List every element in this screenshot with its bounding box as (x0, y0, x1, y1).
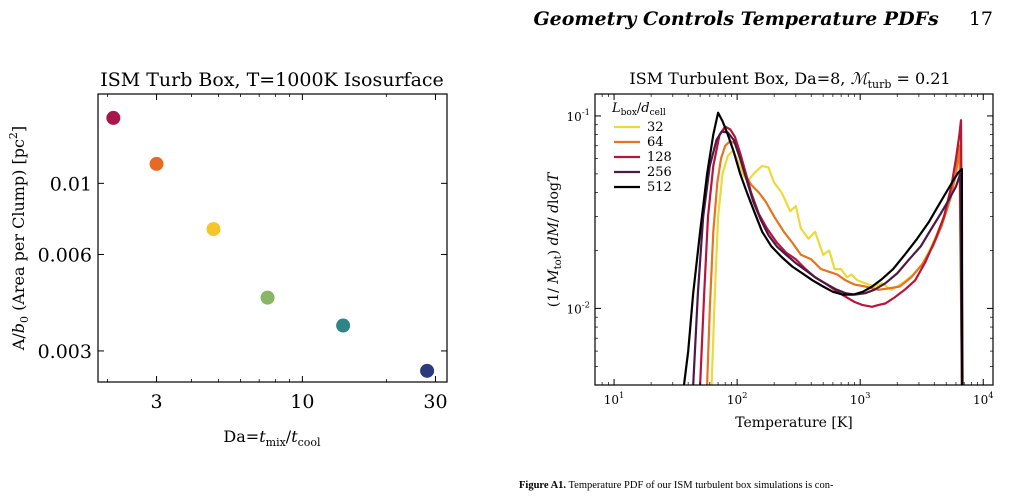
caption-label: Figure A1. (519, 480, 567, 491)
page-header: Geometry Controls Temperature PDFs 17 (533, 8, 993, 30)
pdf-ticks: 101 102 103 104 10-2 10-1 (567, 94, 994, 407)
scatter-point (149, 156, 164, 171)
scatter-point (106, 110, 121, 125)
scatter-point (260, 290, 275, 305)
pdf-ytick-label: 10-2 (567, 299, 590, 316)
scatter-ylabel: A/b0 (Area per Clump) [pc2] (7, 126, 31, 351)
scatter-point (420, 363, 435, 378)
scatter-xlabel: Da=tmix/tcool (223, 427, 321, 449)
pdf-panel: ISM Turbulent Box, Da=8, ℳturb = 0.21 10… (546, 69, 994, 431)
pdf-xtick-label: 102 (727, 390, 748, 407)
figure-caption: Figure A1. Temperature PDF of our ISM tu… (519, 480, 999, 491)
pdf-series-lines (682, 111, 964, 385)
caption-text: Temperature PDF of our ISM turbulent box… (568, 480, 834, 491)
pdf-plot-frame (594, 93, 994, 386)
scatter-points (106, 110, 435, 378)
pdf-series-line-512 (682, 111, 964, 385)
pdf-xtick-label: 104 (973, 390, 994, 407)
page-number: 17 (968, 8, 993, 30)
legend-entry-label: 32 (647, 120, 664, 135)
legend-entry-label: 64 (647, 135, 664, 150)
scatter-ticks: 3 10 30 0.003 0.006 0.01 (38, 94, 448, 413)
scatter-plot-frame (97, 93, 448, 383)
pdf-xtick-label: 101 (604, 390, 625, 407)
pdf-xlabel: Temperature [K] (735, 415, 853, 431)
pdf-ylabel: (1/ Mtot) dM/ dlogT (546, 171, 564, 307)
legend-title: Lbox/dcell (611, 101, 666, 118)
scatter-ytick-label: 0.01 (50, 173, 92, 195)
scatter-point (336, 318, 351, 333)
pdf-series-line-256 (692, 130, 963, 385)
scatter-point (206, 222, 221, 237)
scatter-xtick-label: 10 (290, 391, 314, 413)
scatter-xtick-label: 30 (423, 391, 447, 413)
scatter-panel: ISM Turb Box, T=1000K Isosurface 3 10 30 0.… (7, 69, 448, 449)
legend-entry-label: 256 (647, 165, 672, 180)
running-title: Geometry Controls Temperature PDFs (533, 8, 939, 30)
scatter-xtick-label: 3 (151, 391, 163, 413)
pdf-title: ISM Turbulent Box, Da=8, ℳturb = 0.21 (629, 69, 950, 91)
pdf-xtick-label: 103 (850, 390, 871, 407)
legend-entry-label: 512 (647, 180, 672, 195)
pdf-ytick-label: 10-1 (567, 107, 590, 124)
scatter-ytick-label: 0.006 (38, 244, 92, 266)
scatter-title: ISM Turb Box, T=1000K Isosurface (100, 69, 444, 91)
scatter-ytick-label: 0.003 (38, 341, 92, 363)
legend-entry-label: 128 (647, 150, 672, 165)
